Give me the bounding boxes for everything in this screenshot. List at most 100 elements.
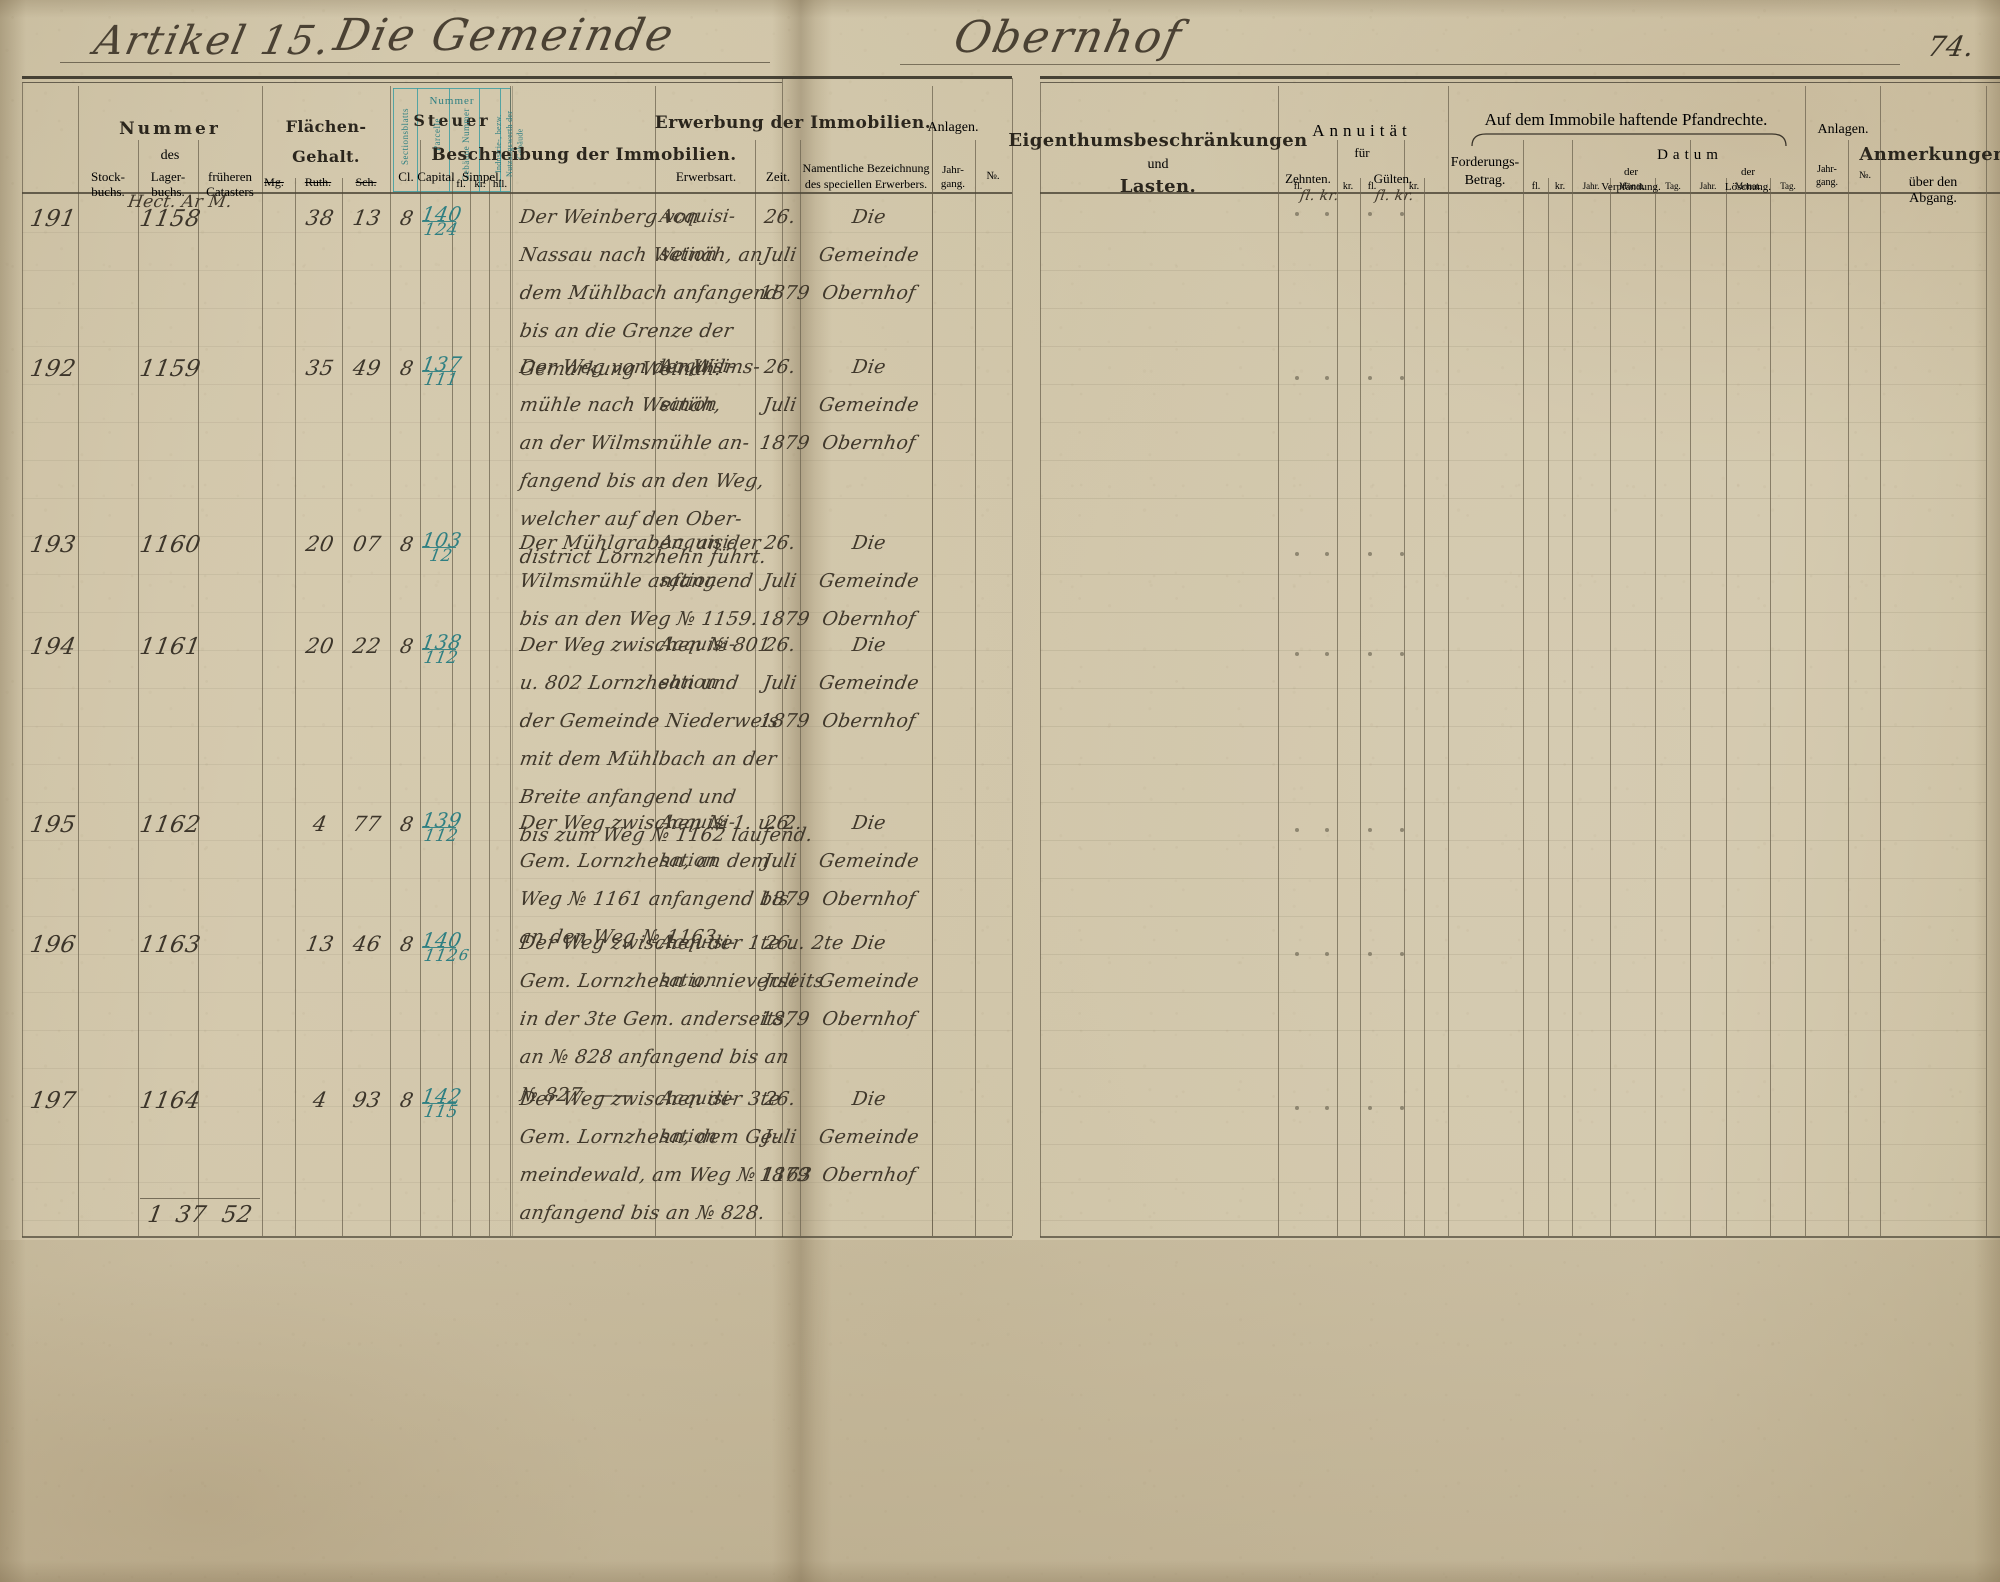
- col-rule-cl: [420, 140, 421, 1236]
- footer-total-rule: [140, 1198, 260, 1199]
- left-page-ruled-line: [22, 384, 1012, 385]
- steuer-teal-2: [449, 88, 450, 192]
- row-flaeche-sch: 77: [351, 812, 383, 836]
- right-page-ruled-line: [1040, 232, 1986, 233]
- row-erwerber-line: Obernhof: [820, 282, 918, 304]
- col-rule-mg: [295, 178, 296, 1236]
- header-annuitaet: Annuität: [1312, 121, 1412, 140]
- row-steuer-cl: 8: [398, 812, 416, 836]
- col-rule-annuitaet-right: [1448, 86, 1449, 1236]
- row-zeit-line: 26.: [762, 932, 798, 954]
- annuity-dot-mark: [1325, 1106, 1329, 1110]
- right-header-divider: [1040, 192, 2000, 194]
- right-page-ruled-line: [1040, 422, 1986, 423]
- header-sch: Sch.: [355, 175, 377, 189]
- row-steuer-capital-rule: [422, 1103, 456, 1104]
- left-page-ruled-line: [22, 802, 1012, 803]
- header-simpel: Simpel.: [461, 169, 503, 184]
- annuity-dot-mark: [1400, 828, 1404, 832]
- annuity-dot-mark: [1325, 652, 1329, 656]
- edge-shadow-left: [0, 0, 26, 1582]
- right-page-ruled-line: [1040, 802, 1986, 803]
- row-erwerbsart-line: Acquisi-: [658, 634, 738, 655]
- col-rule-betrag-1: [1523, 140, 1524, 1236]
- header-lsch-monat: Monat.: [1735, 181, 1761, 191]
- row-zeit-line: Juli: [761, 970, 799, 992]
- row-zeit-line: 26.: [762, 206, 798, 228]
- header-betrag-kr: kr.: [1554, 181, 1566, 192]
- annuity-dot-mark: [1295, 828, 1299, 832]
- row-erwerbsart-line: sation: [658, 850, 719, 871]
- header-nummer-sub: des: [160, 148, 180, 163]
- right-page-ruled-line: [1040, 764, 1986, 765]
- row-erwerbsart-line: Acquisi-: [658, 932, 738, 953]
- row-beschreibung-line: in der 3te Gem. anderseits,: [518, 1008, 793, 1030]
- col-rule-verpf-monat: [1655, 178, 1656, 1236]
- steuer-teal-4: [500, 88, 501, 192]
- annuity-dot-mark: [1295, 376, 1299, 380]
- header-zehnten: Zehnten.: [1285, 171, 1331, 186]
- header-zehnten-fl: fl.: [1293, 181, 1303, 192]
- row-steuer-capital-rule: [422, 947, 456, 948]
- annuity-dot-mark: [1325, 952, 1329, 956]
- col-rule-guelten-1: [1404, 140, 1405, 1236]
- right-page-ruled-line: [1040, 498, 1986, 499]
- left-page-ruled-line: [22, 460, 1012, 461]
- row-erwerbsart-line: sation: [658, 672, 719, 693]
- left-header-divider: [22, 192, 782, 194]
- left-frame-left: [22, 82, 23, 1237]
- left-page-ruled-line: [22, 346, 1012, 347]
- row-zeit-line: 1879: [758, 1008, 812, 1030]
- row-flaeche-sch: 46: [351, 932, 383, 956]
- place-name: Obernhof: [949, 12, 1188, 63]
- edge-shadow-top: [0, 0, 2000, 18]
- anlagen-left-edge: [932, 140, 933, 1236]
- col-rule-lsch-monat: [1770, 178, 1771, 1236]
- steuer-teal-bottom: [393, 191, 510, 192]
- footer-total-ruth: 37: [173, 1202, 209, 1228]
- row-beschreibung-line: fangend bis an den Weg,: [518, 470, 766, 492]
- header-guelten-fl: fl.: [1367, 181, 1377, 192]
- col-rule-flaechen-right: [390, 86, 391, 1236]
- annuity-dot-mark: [1368, 212, 1372, 216]
- steuer-teal-3: [479, 88, 480, 192]
- right-frame-right: [1986, 86, 1987, 1236]
- row-flaeche-ruth: 4: [310, 1088, 330, 1112]
- row-beschreibung-line: an der Wilmsmühle an-: [518, 432, 752, 454]
- col-rule-erwerbsart-right: [755, 140, 756, 1236]
- left-page-ruled-line: [22, 536, 1012, 537]
- left-frame-bottom: [22, 1236, 782, 1238]
- row-flaeche-ruth: 13: [304, 932, 336, 956]
- annuity-dot-mark: [1325, 376, 1329, 380]
- header-verpf-monat: Monat.: [1619, 181, 1645, 191]
- row-erwerber-line: Obernhof: [820, 888, 918, 910]
- col-rule-guelten-2: [1424, 178, 1425, 1236]
- right-page-ruled-line: [1040, 308, 1986, 309]
- annuity-dot-mark: [1325, 828, 1329, 832]
- row-erwerber-line: Die: [850, 812, 888, 834]
- page-number: 74.: [1925, 30, 1977, 63]
- left-page-ruled-line: [22, 688, 1012, 689]
- header-zehnten-kr: kr.: [1342, 181, 1354, 192]
- steuer-teal-top: [393, 88, 510, 89]
- left-page-ruled-line: [22, 422, 1012, 423]
- row-steuer-cl: 8: [398, 1088, 416, 1112]
- header-lagerbuchs: Lager- buchs.: [150, 169, 186, 199]
- row-flaeche-ruth: 20: [304, 634, 336, 658]
- right-frame-left: [1040, 82, 1041, 1237]
- col-rule-capital-right: [452, 178, 453, 1236]
- row-steuer-cl: 8: [398, 932, 416, 956]
- steuer-teal-left: [393, 88, 394, 192]
- left-anlagen-rule-top: [782, 76, 1012, 79]
- header-lasten: Lasten.: [1119, 176, 1197, 197]
- left-anlagen-frame-right: [1012, 78, 1013, 1236]
- right-page-ruled-line: [1040, 726, 1986, 727]
- col-rule-lagerbuch-right: [198, 140, 199, 1236]
- col-rule-datum-left: [1572, 140, 1573, 1236]
- header-mg: Mg.: [264, 175, 284, 189]
- header-guelten-kr: kr.: [1408, 181, 1420, 192]
- annuity-dot-mark: [1400, 212, 1404, 216]
- col-rule-beschreibung-left: [512, 86, 513, 1236]
- row-erwerbsart-line: sation: [658, 394, 719, 415]
- row-zeit-line: Juli: [761, 244, 799, 266]
